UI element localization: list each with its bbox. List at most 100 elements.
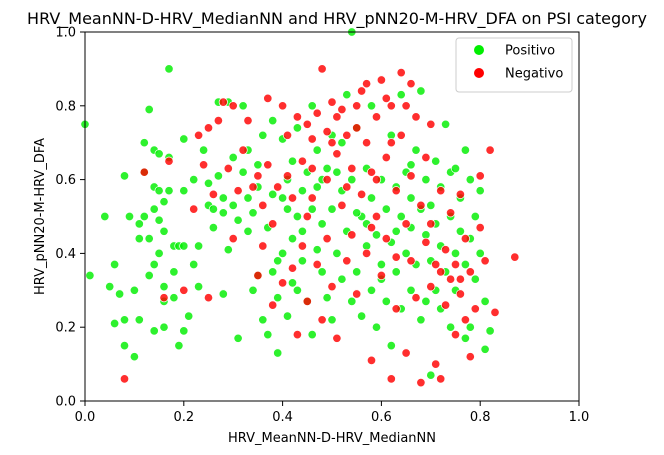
data-point bbox=[154, 248, 164, 258]
data-point bbox=[510, 252, 520, 262]
data-point bbox=[450, 330, 461, 340]
data-point bbox=[327, 138, 337, 148]
data-point bbox=[159, 322, 169, 332]
data-point bbox=[268, 219, 278, 229]
data-point bbox=[490, 307, 500, 317]
data-point bbox=[436, 186, 446, 196]
data-point bbox=[228, 152, 238, 163]
data-point bbox=[371, 211, 382, 222]
data-point bbox=[268, 267, 278, 277]
data-point bbox=[189, 204, 199, 214]
data-point bbox=[139, 211, 149, 222]
data-point bbox=[332, 167, 342, 177]
data-point bbox=[337, 200, 347, 210]
data-point bbox=[376, 259, 386, 270]
data-point bbox=[421, 152, 431, 163]
data-point bbox=[273, 293, 283, 303]
data-point bbox=[371, 322, 382, 332]
data-point bbox=[218, 97, 228, 107]
data-point bbox=[278, 248, 288, 258]
data-point bbox=[376, 75, 386, 85]
data-point bbox=[268, 300, 278, 310]
data-point bbox=[322, 127, 332, 137]
data-point bbox=[441, 119, 451, 129]
data-point bbox=[189, 175, 199, 185]
data-point bbox=[208, 223, 218, 233]
data-point bbox=[194, 241, 204, 251]
data-point bbox=[396, 90, 406, 100]
data-point bbox=[406, 160, 416, 170]
data-point bbox=[119, 341, 130, 351]
data-point bbox=[213, 116, 223, 126]
data-point bbox=[391, 252, 401, 262]
data-point bbox=[105, 282, 115, 292]
data-point bbox=[179, 285, 189, 295]
data-point bbox=[268, 116, 278, 126]
data-point bbox=[203, 123, 214, 133]
data-point bbox=[396, 68, 406, 78]
data-point bbox=[317, 315, 327, 325]
data-point bbox=[307, 101, 317, 111]
data-point bbox=[381, 152, 391, 163]
data-point bbox=[426, 282, 436, 292]
data-point bbox=[352, 267, 362, 277]
data-point bbox=[465, 322, 475, 332]
data-point bbox=[115, 289, 125, 299]
data-point bbox=[287, 278, 298, 288]
data-point bbox=[401, 248, 411, 258]
data-point bbox=[292, 211, 302, 222]
data-point bbox=[317, 219, 327, 229]
data-point bbox=[485, 145, 495, 155]
legend-box bbox=[455, 37, 573, 93]
data-point bbox=[470, 304, 480, 314]
data-point bbox=[357, 86, 367, 96]
data-point bbox=[159, 293, 169, 303]
data-point bbox=[480, 344, 490, 354]
legend: Positivo Negativo bbox=[455, 37, 573, 93]
x-tick-label: 0.4 bbox=[272, 410, 293, 425]
data-point bbox=[342, 182, 352, 192]
data-point bbox=[436, 267, 446, 277]
data-point bbox=[460, 315, 470, 325]
x-tick-label: 0.8 bbox=[470, 410, 491, 425]
data-point bbox=[194, 282, 204, 292]
data-point bbox=[401, 101, 411, 111]
data-point bbox=[243, 226, 253, 236]
data-point bbox=[149, 326, 159, 336]
data-point bbox=[357, 189, 367, 199]
data-point bbox=[179, 134, 189, 144]
data-point bbox=[381, 234, 391, 244]
data-point bbox=[223, 163, 233, 174]
data-point bbox=[223, 245, 233, 255]
data-point bbox=[426, 219, 436, 229]
y-tick-label: 0.6 bbox=[55, 173, 76, 188]
data-point bbox=[149, 259, 159, 270]
data-point bbox=[159, 282, 169, 292]
data-point bbox=[406, 79, 416, 89]
data-point bbox=[189, 259, 199, 270]
data-point bbox=[460, 259, 470, 270]
data-point bbox=[426, 200, 436, 210]
y-tick-label: 0.0 bbox=[55, 395, 76, 410]
data-point bbox=[480, 296, 490, 306]
data-point bbox=[317, 64, 327, 74]
data-point bbox=[199, 160, 209, 170]
data-point bbox=[263, 93, 273, 103]
data-point bbox=[411, 293, 421, 303]
data-point bbox=[297, 156, 307, 166]
data-point bbox=[307, 330, 317, 340]
data-point bbox=[278, 193, 288, 203]
data-point bbox=[110, 259, 120, 270]
data-point bbox=[213, 171, 223, 181]
data-point bbox=[85, 270, 95, 281]
data-point bbox=[450, 163, 461, 174]
data-point bbox=[421, 237, 431, 247]
data-point bbox=[371, 230, 382, 240]
data-point bbox=[292, 112, 302, 122]
data-point bbox=[401, 219, 411, 229]
data-point bbox=[312, 182, 322, 192]
data-point bbox=[218, 193, 228, 203]
data-point bbox=[460, 333, 470, 343]
data-point bbox=[406, 171, 416, 181]
data-point bbox=[278, 101, 288, 111]
